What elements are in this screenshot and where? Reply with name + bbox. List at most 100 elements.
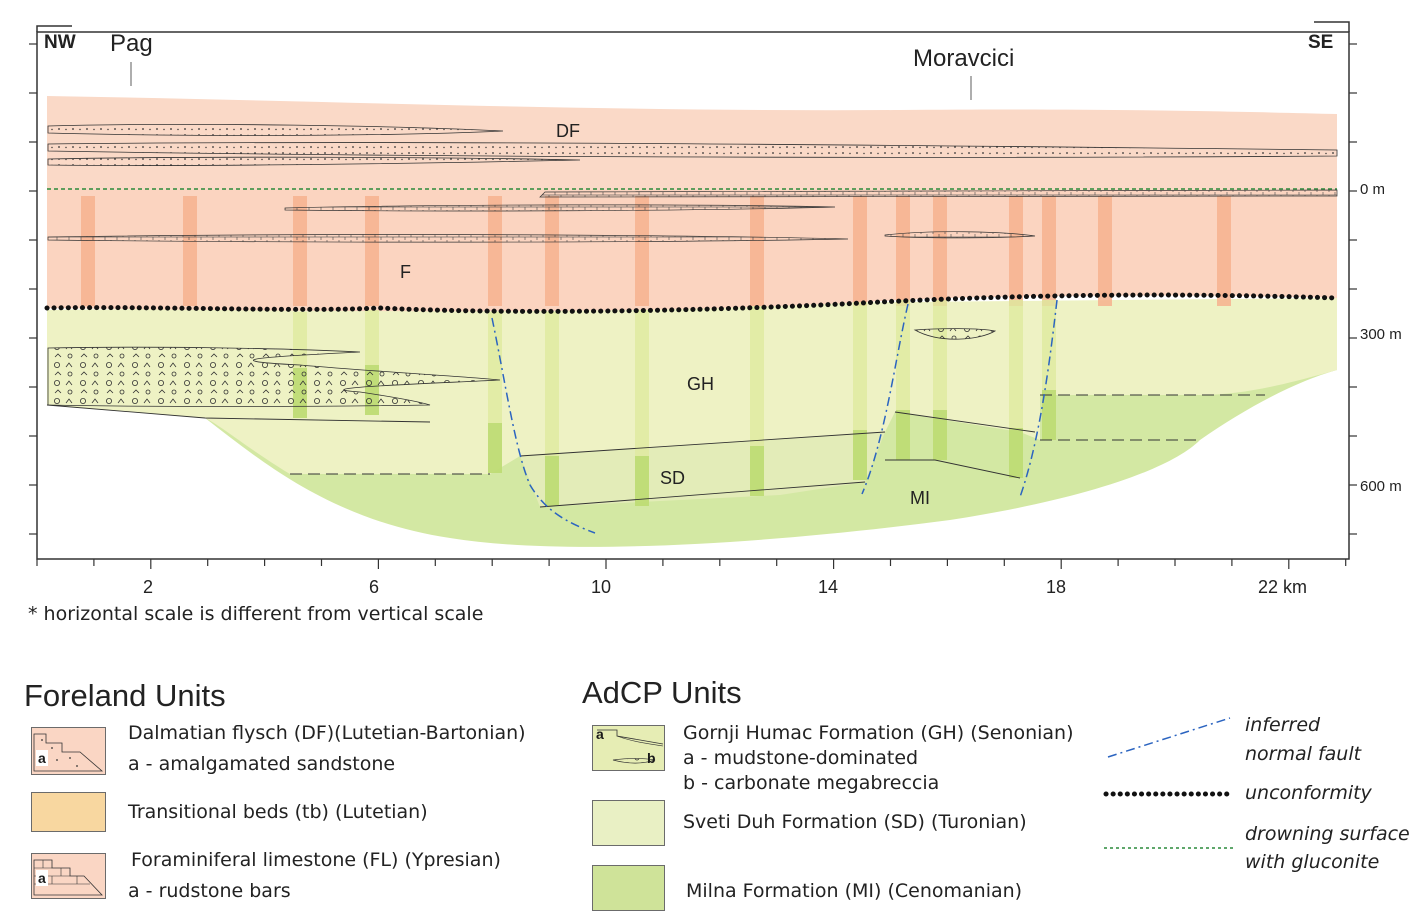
normal-fault (1019, 299, 1058, 498)
flysch-swatch-label: a (36, 750, 48, 766)
milna-legend: Milna Formation (MI) (Cenomanian) (686, 880, 1023, 902)
km-label: 14 (818, 577, 838, 597)
flysch-layer (47, 96, 1337, 190)
km-label: 22 km (1258, 577, 1307, 597)
rudstone-bar (539, 189, 1338, 198)
breccia-lens (47, 346, 501, 407)
sd-bar-column (853, 430, 867, 480)
rudstone-bar (47, 234, 849, 243)
unconformity-line (44, 292, 1340, 314)
right-axis-ticks (1349, 43, 1357, 535)
gornji-humac-swatch: a b (592, 725, 665, 771)
rudstone-bar-column (750, 196, 764, 306)
rudstone-bar (284, 204, 836, 212)
horst-boundary (885, 459, 1021, 479)
km-label: 18 (1046, 577, 1066, 597)
rudstone-bar-column (1217, 196, 1231, 306)
rudstone-bar-column (183, 196, 197, 306)
sd-base-boundary (539, 481, 866, 508)
sd-bar-column (750, 446, 764, 496)
drowning-legend-line: with gluconite (1245, 851, 1380, 873)
sd-bar-column (933, 410, 947, 460)
rudstone-bar-column (1098, 196, 1112, 306)
gh-sd-boundary (46, 404, 431, 423)
limestone-bars (81, 196, 1231, 306)
drowning-legend-line: drowning surface (1245, 823, 1410, 845)
rudstone-bar-column (853, 196, 867, 306)
unit-label-f: F (400, 262, 411, 282)
rudstone-bar-column (488, 196, 502, 306)
foreland-units-title: Foreland Units (24, 678, 226, 713)
sd-bar-column (1042, 390, 1056, 440)
milna-swatch (592, 865, 665, 911)
sveti-duh-swatch (592, 800, 665, 846)
rudstone-bar-column (1009, 196, 1023, 306)
unit-label-gh: GH (687, 374, 714, 394)
transitional-beds-legend: Transitional beds (tb) (Lutetian) (128, 801, 428, 823)
sd-bar-column (635, 456, 649, 506)
sveti-duh-legend: Sveti Duh Formation (SD) (Turonian) (683, 811, 1027, 833)
sd-bar-column (896, 410, 910, 460)
line-legend-symbols (1103, 717, 1235, 849)
unit-label-df: DF (556, 121, 580, 141)
sandstone-lens (47, 123, 504, 136)
normal-fault (491, 317, 596, 534)
km-label: 6 (369, 577, 379, 597)
horst-boundary (894, 411, 1036, 433)
se-label: SE (1308, 32, 1333, 53)
rudstone-bar-column (545, 196, 559, 306)
sd-bar-column (1009, 428, 1023, 478)
sd-bar-column (488, 423, 502, 473)
section-frame (36, 31, 1350, 560)
sandstone-lens (47, 156, 581, 166)
gornji-humac-legend-line: b - carbonate megabreccia (683, 772, 940, 794)
depth-label: 0 m (1360, 181, 1385, 198)
rudstone-bar (884, 231, 1036, 239)
gornji-humac-legend-line: a - mudstone-dominated (683, 747, 919, 769)
rudstone-bar-column (933, 196, 947, 306)
se-end-marker (1314, 21, 1350, 32)
normal-fault (861, 303, 909, 495)
limestone-swatch: a (31, 853, 106, 899)
flysch-swatch: a (31, 727, 106, 775)
nw-end-marker (36, 25, 72, 32)
flysch-swatch-pattern (33, 733, 104, 772)
unconformity-legend: unconformity (1245, 782, 1372, 804)
rudstone-bar-column (1042, 196, 1056, 306)
sandstone-lens (47, 142, 1338, 158)
fault-legend-symbol (1107, 717, 1231, 758)
unit-label-sd: SD (660, 468, 685, 488)
depth-label: 600 m (1360, 478, 1402, 495)
gornji-humac-legend-line: Gornji Humac Formation (GH) (Senonian) (683, 722, 1074, 744)
rudstone-bar-column (293, 196, 307, 306)
km-label: 2 (143, 577, 153, 597)
unit-label-mi: MI (910, 488, 930, 508)
limestone-legend-line: a - rudstone bars (128, 880, 291, 902)
adcp-units-title: AdCP Units (582, 675, 742, 710)
fault-legend-line: normal fault (1245, 743, 1362, 765)
depth-label: 300 m (1360, 326, 1402, 343)
gornji-humac-swatch-pattern (597, 729, 664, 764)
sveti-duh-formation (520, 432, 885, 507)
fault-legend-line: inferred (1245, 714, 1321, 736)
sd-top-boundary (519, 431, 886, 457)
limestone-legend-line: Foraminiferal limestone (FL) (Ypresian) (131, 849, 501, 871)
megabreccia-lens (913, 328, 997, 340)
rudstone-bar-column (365, 196, 379, 306)
sd-bar-column (545, 456, 559, 506)
gornji-humac-swatch-label-b: b (647, 750, 656, 766)
left-axis-ticks (29, 43, 37, 535)
gornji-humac-swatch-label-a: a (596, 726, 604, 742)
rudstone-bar-column (896, 196, 910, 306)
rudstone-bar-column (635, 196, 649, 306)
locality-pag: Pag (110, 30, 153, 57)
nw-label: NW (44, 32, 76, 53)
scale-note: * horizontal scale is different from ver… (28, 603, 484, 625)
limestone-swatch-label: a (36, 870, 48, 886)
km-label: 10 (591, 577, 611, 597)
rudstone-bar-column (81, 196, 95, 306)
transitional-beds-swatch (31, 792, 106, 832)
flysch-legend-line: Dalmatian flysch (DF)(Lutetian-Bartonian… (128, 722, 526, 744)
x-axis-ticks (36, 559, 1347, 569)
